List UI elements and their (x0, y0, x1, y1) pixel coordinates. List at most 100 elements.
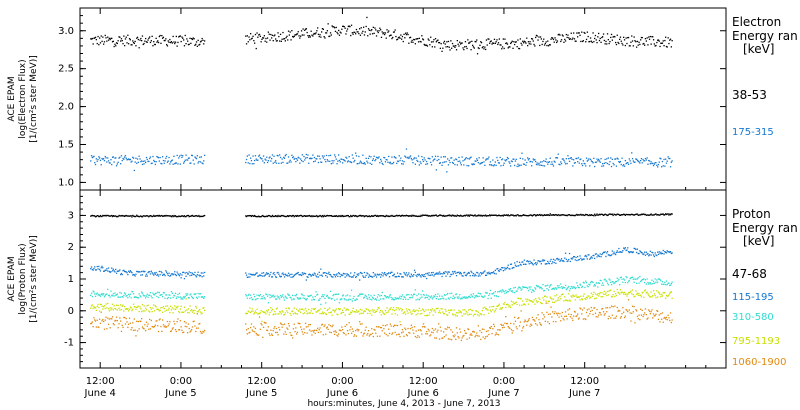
proton-point-115-195 (619, 251, 622, 253)
proton-point-310-580 (401, 296, 403, 298)
electron-point-175-315 (196, 155, 198, 157)
proton-point-1060-1900 (271, 333, 273, 335)
electron-point-38-53 (367, 28, 370, 30)
proton-point-115-195 (130, 271, 132, 273)
electron-point-38-53 (299, 37, 301, 39)
proton-point-47-68 (587, 214, 589, 217)
proton-point-795-1193 (465, 310, 467, 313)
proton-point-310-580 (666, 283, 668, 286)
electron-point-38-53 (468, 42, 471, 44)
electron-point-38-53 (110, 37, 112, 40)
proton-point-47-68 (254, 215, 257, 217)
proton-point-47-68 (564, 214, 566, 216)
proton-point-115-195 (293, 274, 295, 277)
proton-point-1060-1900 (266, 329, 268, 331)
proton-point-795-1193 (488, 312, 490, 314)
proton-point-1060-1900 (584, 318, 586, 320)
proton-point-115-195 (104, 269, 106, 271)
proton-point-1060-1900 (417, 329, 420, 331)
proton-point-1060-1900 (480, 331, 483, 334)
proton-point-1060-1900 (641, 309, 643, 311)
electron-point-38-53 (164, 39, 166, 42)
proton-point-795-1193 (648, 294, 650, 296)
proton-point-310-580 (338, 302, 341, 304)
proton-point-115-195 (518, 265, 520, 267)
electron-point-38-53 (344, 27, 346, 29)
proton-point-115-195 (108, 270, 110, 273)
electron-point-175-315 (164, 160, 166, 162)
proton-point-115-195 (552, 258, 555, 260)
proton-point-310-580 (385, 297, 387, 299)
electron-point-175-315 (262, 160, 264, 162)
proton-point-115-195 (300, 274, 303, 277)
proton-point-795-1193 (565, 299, 567, 301)
proton-point-47-68 (506, 214, 508, 216)
proton-point-795-1193 (636, 292, 639, 294)
electron-point-38-53 (531, 38, 533, 40)
proton-point-115-195 (517, 265, 519, 267)
proton-point-795-1193 (124, 308, 127, 310)
proton-point-310-580 (300, 297, 302, 299)
proton-point-47-68 (443, 214, 445, 217)
proton-point-310-580 (131, 291, 133, 293)
proton-point-795-1193 (261, 320, 263, 322)
proton-point-115-195 (259, 274, 261, 276)
proton-point-115-195 (144, 270, 146, 273)
proton-point-310-580 (667, 282, 669, 284)
proton-point-47-68 (361, 215, 363, 217)
proton-point-115-195 (401, 276, 403, 278)
electron-point-38-53 (510, 42, 512, 45)
proton-point-795-1193 (265, 313, 267, 315)
proton-point-795-1193 (301, 308, 303, 310)
proton-point-795-1193 (255, 312, 257, 314)
proton-point-47-68 (376, 215, 379, 217)
electron-point-38-53 (132, 40, 134, 42)
proton-point-115-195 (322, 272, 324, 274)
electron-point-38-53 (340, 32, 342, 34)
electron-point-175-315 (185, 154, 187, 156)
electron-point-38-53 (330, 34, 332, 36)
electron-point-38-53 (419, 40, 421, 43)
proton-point-795-1193 (547, 300, 550, 303)
electron-point-38-53 (517, 39, 519, 41)
proton-point-795-1193 (321, 311, 324, 313)
proton-point-310-580 (464, 296, 466, 298)
proton-point-115-195 (614, 253, 616, 255)
proton-point-795-1193 (103, 305, 106, 307)
proton-point-115-195 (549, 260, 551, 262)
electron-ylabel-line1: ACE EPAM (7, 76, 17, 121)
proton-point-1060-1900 (373, 329, 375, 331)
proton-point-47-68 (419, 215, 421, 218)
proton-point-1060-1900 (178, 329, 181, 331)
proton-point-47-68 (250, 215, 253, 218)
proton-point-310-580 (180, 298, 182, 300)
electron-point-175-315 (203, 160, 205, 162)
electron-point-175-315 (573, 162, 576, 164)
proton-point-47-68 (141, 216, 144, 218)
proton-point-115-195 (476, 272, 479, 274)
electron-point-175-315 (458, 156, 460, 159)
electron-point-175-315 (265, 159, 267, 161)
proton-point-115-195 (423, 274, 425, 276)
proton-ylabel-line3: [1/(cm²s ster MeV)] (29, 235, 39, 322)
electron-point-175-315 (112, 156, 114, 158)
proton-point-310-580 (287, 293, 289, 295)
proton-point-115-195 (139, 271, 141, 273)
proton-point-1060-1900 (514, 316, 516, 318)
proton-point-1060-1900 (146, 325, 148, 327)
proton-point-310-580 (369, 298, 371, 300)
proton-point-115-195 (562, 259, 564, 262)
proton-point-115-195 (126, 272, 128, 274)
proton-point-795-1193 (311, 308, 313, 310)
proton-point-310-580 (101, 293, 103, 295)
proton-point-47-68 (576, 213, 578, 216)
proton-point-795-1193 (594, 298, 596, 300)
proton-point-1060-1900 (553, 313, 555, 315)
electron-point-38-53 (664, 39, 666, 42)
proton-point-310-580 (146, 293, 148, 295)
proton-point-115-195 (458, 271, 460, 273)
proton-point-115-195 (273, 272, 275, 274)
proton-point-310-580 (543, 290, 545, 292)
electron-point-38-53 (436, 40, 438, 42)
proton-point-795-1193 (560, 298, 562, 300)
